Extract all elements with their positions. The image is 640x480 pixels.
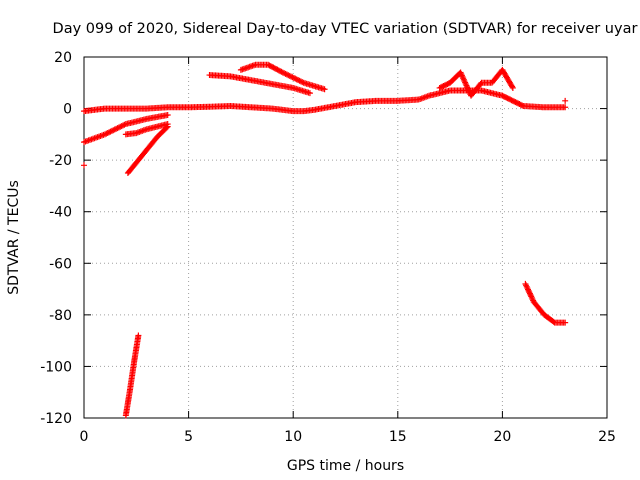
- x-tick-label: 15: [389, 429, 407, 445]
- series-markers: [237, 61, 328, 93]
- series-markers: [124, 123, 171, 177]
- x-tick-label: 20: [493, 429, 511, 445]
- x-axis-label: GPS time / hours: [287, 458, 404, 474]
- series-markers: [522, 280, 569, 326]
- series-markers: [122, 332, 142, 419]
- series-markers: [122, 121, 171, 138]
- series-arc-7-11: [237, 61, 328, 93]
- y-tick-label: 0: [63, 102, 72, 118]
- series-spikes-17-21: [436, 66, 516, 99]
- y-tick-label: 20: [54, 50, 72, 66]
- series-outliers: [81, 97, 569, 169]
- series-line-6-11: [206, 72, 313, 97]
- series-diag-2-4: [124, 123, 171, 177]
- y-tick-label: -80: [49, 308, 72, 324]
- y-axis-label: SDTVAR / TECUs: [6, 180, 22, 295]
- series-drop-21-23: [522, 280, 569, 326]
- series-markers: [81, 97, 569, 169]
- ticks: 0 5 10 15 20 25 -120 -100 -80 -60 -40 -20 0 20: [40, 50, 616, 445]
- x-tick-label: 5: [184, 429, 193, 445]
- series-main-band: [81, 87, 569, 115]
- grid: [84, 57, 607, 418]
- series-line-0-4: [81, 112, 171, 146]
- series-mid-2-3: [122, 121, 171, 138]
- x-tick-label: 25: [598, 429, 616, 445]
- series-markers: [436, 66, 516, 99]
- y-tick-label: -120: [40, 411, 72, 427]
- y-tick-label: -100: [40, 359, 72, 375]
- series: [81, 61, 569, 419]
- series-markers: [206, 72, 313, 97]
- series-steep-2-2.6: [122, 332, 142, 419]
- plot-frame: [83, 56, 608, 419]
- series-markers: [81, 87, 569, 115]
- y-tick-label: -20: [49, 153, 72, 169]
- chart-title: Day 099 of 2020, Sidereal Day-to-day VTE…: [53, 21, 638, 37]
- y-tick-label: -60: [49, 256, 72, 272]
- x-tick-label: 10: [284, 429, 302, 445]
- x-tick-label: 0: [80, 429, 89, 445]
- y-tick-label: -40: [49, 205, 72, 221]
- series-markers: [81, 112, 171, 146]
